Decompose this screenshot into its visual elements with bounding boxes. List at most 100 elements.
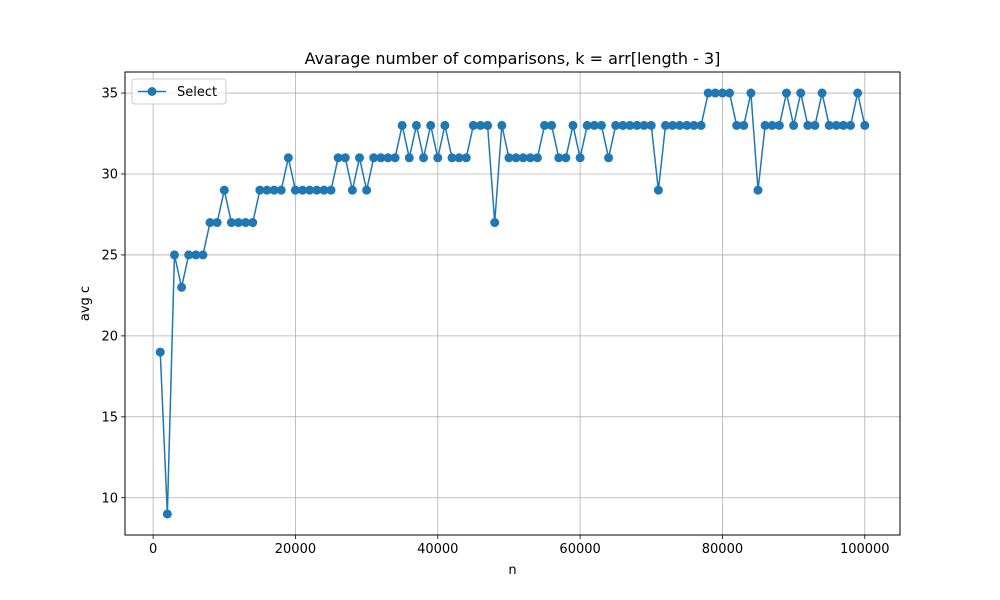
data-point [710,88,720,98]
data-point [497,120,507,130]
data-point [177,282,187,292]
data-point [717,88,727,98]
data-point [269,185,279,195]
data-point [625,120,635,130]
x-tick-label: 0 [149,542,157,557]
data-point [781,88,791,98]
data-point [447,153,457,163]
y-axis: 10 15 20 25 30 35 [101,87,125,506]
data-point [838,120,848,130]
y-tick-label: 25 [101,248,118,263]
data-point [618,120,628,130]
data-point [390,153,400,163]
data-point [426,120,436,130]
data-point [860,120,870,130]
data-point [675,120,685,130]
data-point [411,120,421,130]
legend-marker-select [147,87,157,96]
data-point [504,153,514,163]
data-point [433,153,443,163]
data-point [383,153,393,163]
legend-label-select: Select [177,85,217,100]
data-point [511,153,521,163]
data-point [362,185,372,195]
data-point [255,185,265,195]
data-point [483,120,493,130]
data-point [803,120,813,130]
data-point [290,185,300,195]
data-point [568,120,578,130]
data-point [475,120,485,130]
x-axis: 0 20000 40000 60000 80000 100000 [149,535,890,557]
data-point [312,185,322,195]
data-point [646,120,656,130]
data-point [490,218,500,228]
data-point [155,347,165,357]
plot-area-frame [124,71,901,536]
data-point [604,153,614,163]
data-point [760,120,770,130]
data-point [582,120,592,130]
data-point [518,153,528,163]
data-point [404,153,414,163]
data-point [639,120,649,130]
data-point [796,88,806,98]
data-point [397,120,407,130]
data-point [732,120,742,130]
data-point [262,185,272,195]
legend-box [131,78,227,105]
x-tick-label: 60000 [559,542,600,557]
y-tick-label: 35 [101,87,118,102]
data-point [184,250,194,260]
legend: Select [131,78,227,105]
data-point [746,88,756,98]
x-tick-label: 40000 [417,542,458,557]
x-tick-label: 100000 [840,542,890,557]
data-point [347,185,357,195]
data-point [540,120,550,130]
x-tick-label: 80000 [702,542,743,557]
data-point [226,218,236,228]
data-point [689,120,699,130]
data-point [326,185,336,195]
data-point [354,153,364,163]
data-point [212,218,222,228]
data-point [169,250,179,260]
data-point [725,88,735,98]
data-point [191,250,201,260]
data-point [319,185,329,195]
data-point [305,185,315,195]
data-point [824,120,834,130]
data-point [561,153,571,163]
y-tick-label: 20 [101,329,118,344]
chart-title: Avarage number of comparisons, k = arr[l… [305,49,721,68]
data-point [632,120,642,130]
data-point [205,218,215,228]
data-point [283,153,293,163]
data-point [440,120,450,130]
data-point [846,120,856,130]
data-point [682,120,692,130]
data-point [248,218,258,228]
data-point [461,153,471,163]
data-point [340,153,350,163]
data-point [611,120,621,130]
data-point [376,153,386,163]
data-point [767,120,777,130]
data-point [276,185,286,195]
data-point [369,153,379,163]
data-point [668,120,678,130]
data-point [853,88,863,98]
series-select [155,88,870,519]
data-point [596,120,606,130]
grid [125,72,900,535]
data-point [532,153,542,163]
data-point [739,120,749,130]
data-point [454,153,464,163]
data-point [198,250,208,260]
y-axis-label: avg c [78,286,93,321]
data-point [817,88,827,98]
data-point [219,185,229,195]
y-tick-label: 30 [101,167,118,182]
